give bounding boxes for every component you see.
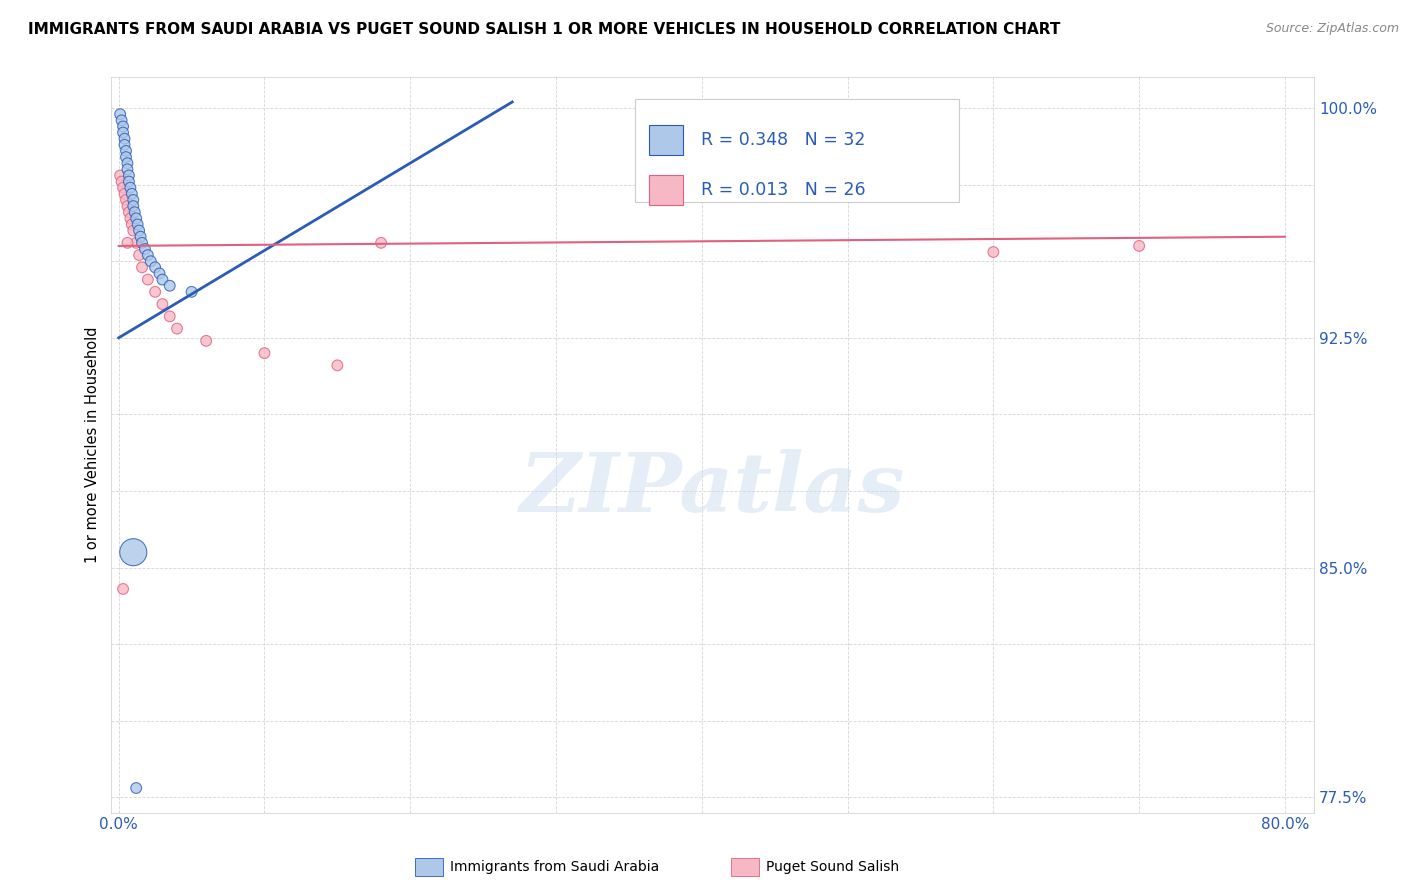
Point [125,211,148,226]
Point [159,310,181,324]
Point [112,582,135,596]
Text: Immigrants from Saudi Arabia: Immigrants from Saudi Arabia [450,860,659,874]
Point [115,144,138,158]
Point [114,137,136,152]
Point [122,545,145,559]
Point [110,175,132,189]
Point [118,169,141,183]
FancyBboxPatch shape [650,125,683,154]
Point [1128,239,1150,253]
Point [131,260,153,275]
Point [166,321,188,335]
Point [152,297,174,311]
Point [148,267,170,281]
Point [117,199,139,213]
Point [115,193,138,207]
Point [121,186,143,201]
Point [120,211,142,226]
Point [118,175,141,189]
Point [120,180,142,194]
Text: R = 0.013   N = 26: R = 0.013 N = 26 [700,181,865,199]
FancyBboxPatch shape [650,175,683,204]
Point [128,248,150,262]
Point [117,235,139,250]
Point [121,218,143,232]
Point [143,260,166,275]
Point [110,113,132,128]
Point [129,229,152,244]
Point [124,205,146,219]
Point [122,199,145,213]
Text: ZIPatlas: ZIPatlas [520,449,905,529]
Point [112,126,135,140]
Point [370,235,392,250]
Point [152,272,174,286]
Text: IMMIGRANTS FROM SAUDI ARABIA VS PUGET SOUND SALISH 1 OR MORE VEHICLES IN HOUSEHO: IMMIGRANTS FROM SAUDI ARABIA VS PUGET SO… [28,22,1060,37]
Text: Puget Sound Salish: Puget Sound Salish [766,860,900,874]
Point [159,278,181,293]
FancyBboxPatch shape [634,100,959,202]
Point [122,224,145,238]
Text: R = 0.348   N = 32: R = 0.348 N = 32 [700,131,865,149]
Point [136,272,159,286]
Point [114,131,136,145]
Point [128,224,150,238]
Point [326,359,349,373]
Point [180,285,202,299]
Point [114,186,136,201]
Point [139,254,162,268]
Point [127,218,149,232]
Point [117,156,139,170]
Point [143,285,166,299]
Point [195,334,218,348]
Point [253,346,276,360]
Point [118,205,141,219]
Y-axis label: 1 or more Vehicles in Household: 1 or more Vehicles in Household [86,326,100,563]
Point [112,180,135,194]
Point [122,193,145,207]
Point [108,107,131,121]
Point [115,150,138,164]
Point [136,248,159,262]
Point [134,242,156,256]
Point [117,162,139,177]
Point [983,245,1005,260]
Point [125,235,148,250]
Text: Source: ZipAtlas.com: Source: ZipAtlas.com [1265,22,1399,36]
Point [112,120,135,134]
Point [131,235,153,250]
Point [125,780,148,795]
Point [108,169,131,183]
